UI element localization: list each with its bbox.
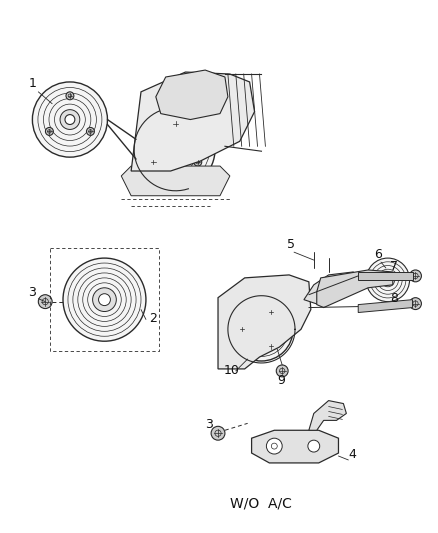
Circle shape bbox=[276, 365, 287, 377]
Circle shape bbox=[163, 138, 187, 161]
Circle shape bbox=[162, 101, 174, 112]
Polygon shape bbox=[357, 272, 412, 280]
Circle shape bbox=[169, 143, 181, 155]
Polygon shape bbox=[316, 270, 392, 308]
Circle shape bbox=[409, 297, 420, 310]
Circle shape bbox=[267, 343, 274, 350]
Circle shape bbox=[86, 127, 94, 135]
Circle shape bbox=[92, 288, 116, 311]
Circle shape bbox=[171, 119, 179, 127]
Circle shape bbox=[32, 82, 107, 157]
Circle shape bbox=[60, 110, 80, 130]
Polygon shape bbox=[308, 401, 346, 430]
Polygon shape bbox=[303, 272, 357, 304]
Polygon shape bbox=[121, 166, 230, 196]
Text: W/O  A/C: W/O A/C bbox=[230, 496, 291, 511]
Polygon shape bbox=[251, 430, 338, 463]
Text: 2: 2 bbox=[148, 312, 156, 326]
Polygon shape bbox=[357, 300, 412, 312]
Circle shape bbox=[307, 440, 319, 452]
Text: 6: 6 bbox=[373, 248, 381, 261]
Circle shape bbox=[149, 158, 157, 166]
Text: 1: 1 bbox=[28, 77, 36, 90]
Circle shape bbox=[211, 426, 224, 440]
Circle shape bbox=[266, 438, 282, 454]
Circle shape bbox=[238, 326, 244, 333]
Circle shape bbox=[252, 320, 270, 338]
Circle shape bbox=[380, 273, 394, 287]
Circle shape bbox=[63, 258, 145, 341]
Text: 4: 4 bbox=[348, 448, 355, 461]
Text: 10: 10 bbox=[223, 364, 239, 377]
Circle shape bbox=[409, 270, 420, 282]
Text: 5: 5 bbox=[286, 238, 294, 251]
Polygon shape bbox=[218, 275, 310, 369]
Text: 9: 9 bbox=[277, 374, 285, 387]
Text: 7: 7 bbox=[389, 260, 397, 273]
Polygon shape bbox=[155, 70, 227, 119]
Text: 3: 3 bbox=[205, 418, 212, 431]
Circle shape bbox=[65, 115, 75, 125]
Circle shape bbox=[98, 294, 110, 305]
Polygon shape bbox=[131, 72, 254, 171]
Circle shape bbox=[136, 110, 215, 189]
Circle shape bbox=[46, 127, 53, 135]
Text: 3: 3 bbox=[28, 286, 36, 298]
Text: 8: 8 bbox=[389, 292, 397, 305]
Circle shape bbox=[256, 325, 266, 334]
Circle shape bbox=[38, 295, 52, 309]
Circle shape bbox=[66, 92, 74, 100]
Circle shape bbox=[365, 258, 409, 302]
Circle shape bbox=[151, 89, 186, 125]
Circle shape bbox=[383, 276, 391, 284]
Circle shape bbox=[194, 158, 201, 166]
Circle shape bbox=[165, 104, 171, 110]
Circle shape bbox=[230, 297, 293, 361]
Circle shape bbox=[267, 309, 274, 316]
